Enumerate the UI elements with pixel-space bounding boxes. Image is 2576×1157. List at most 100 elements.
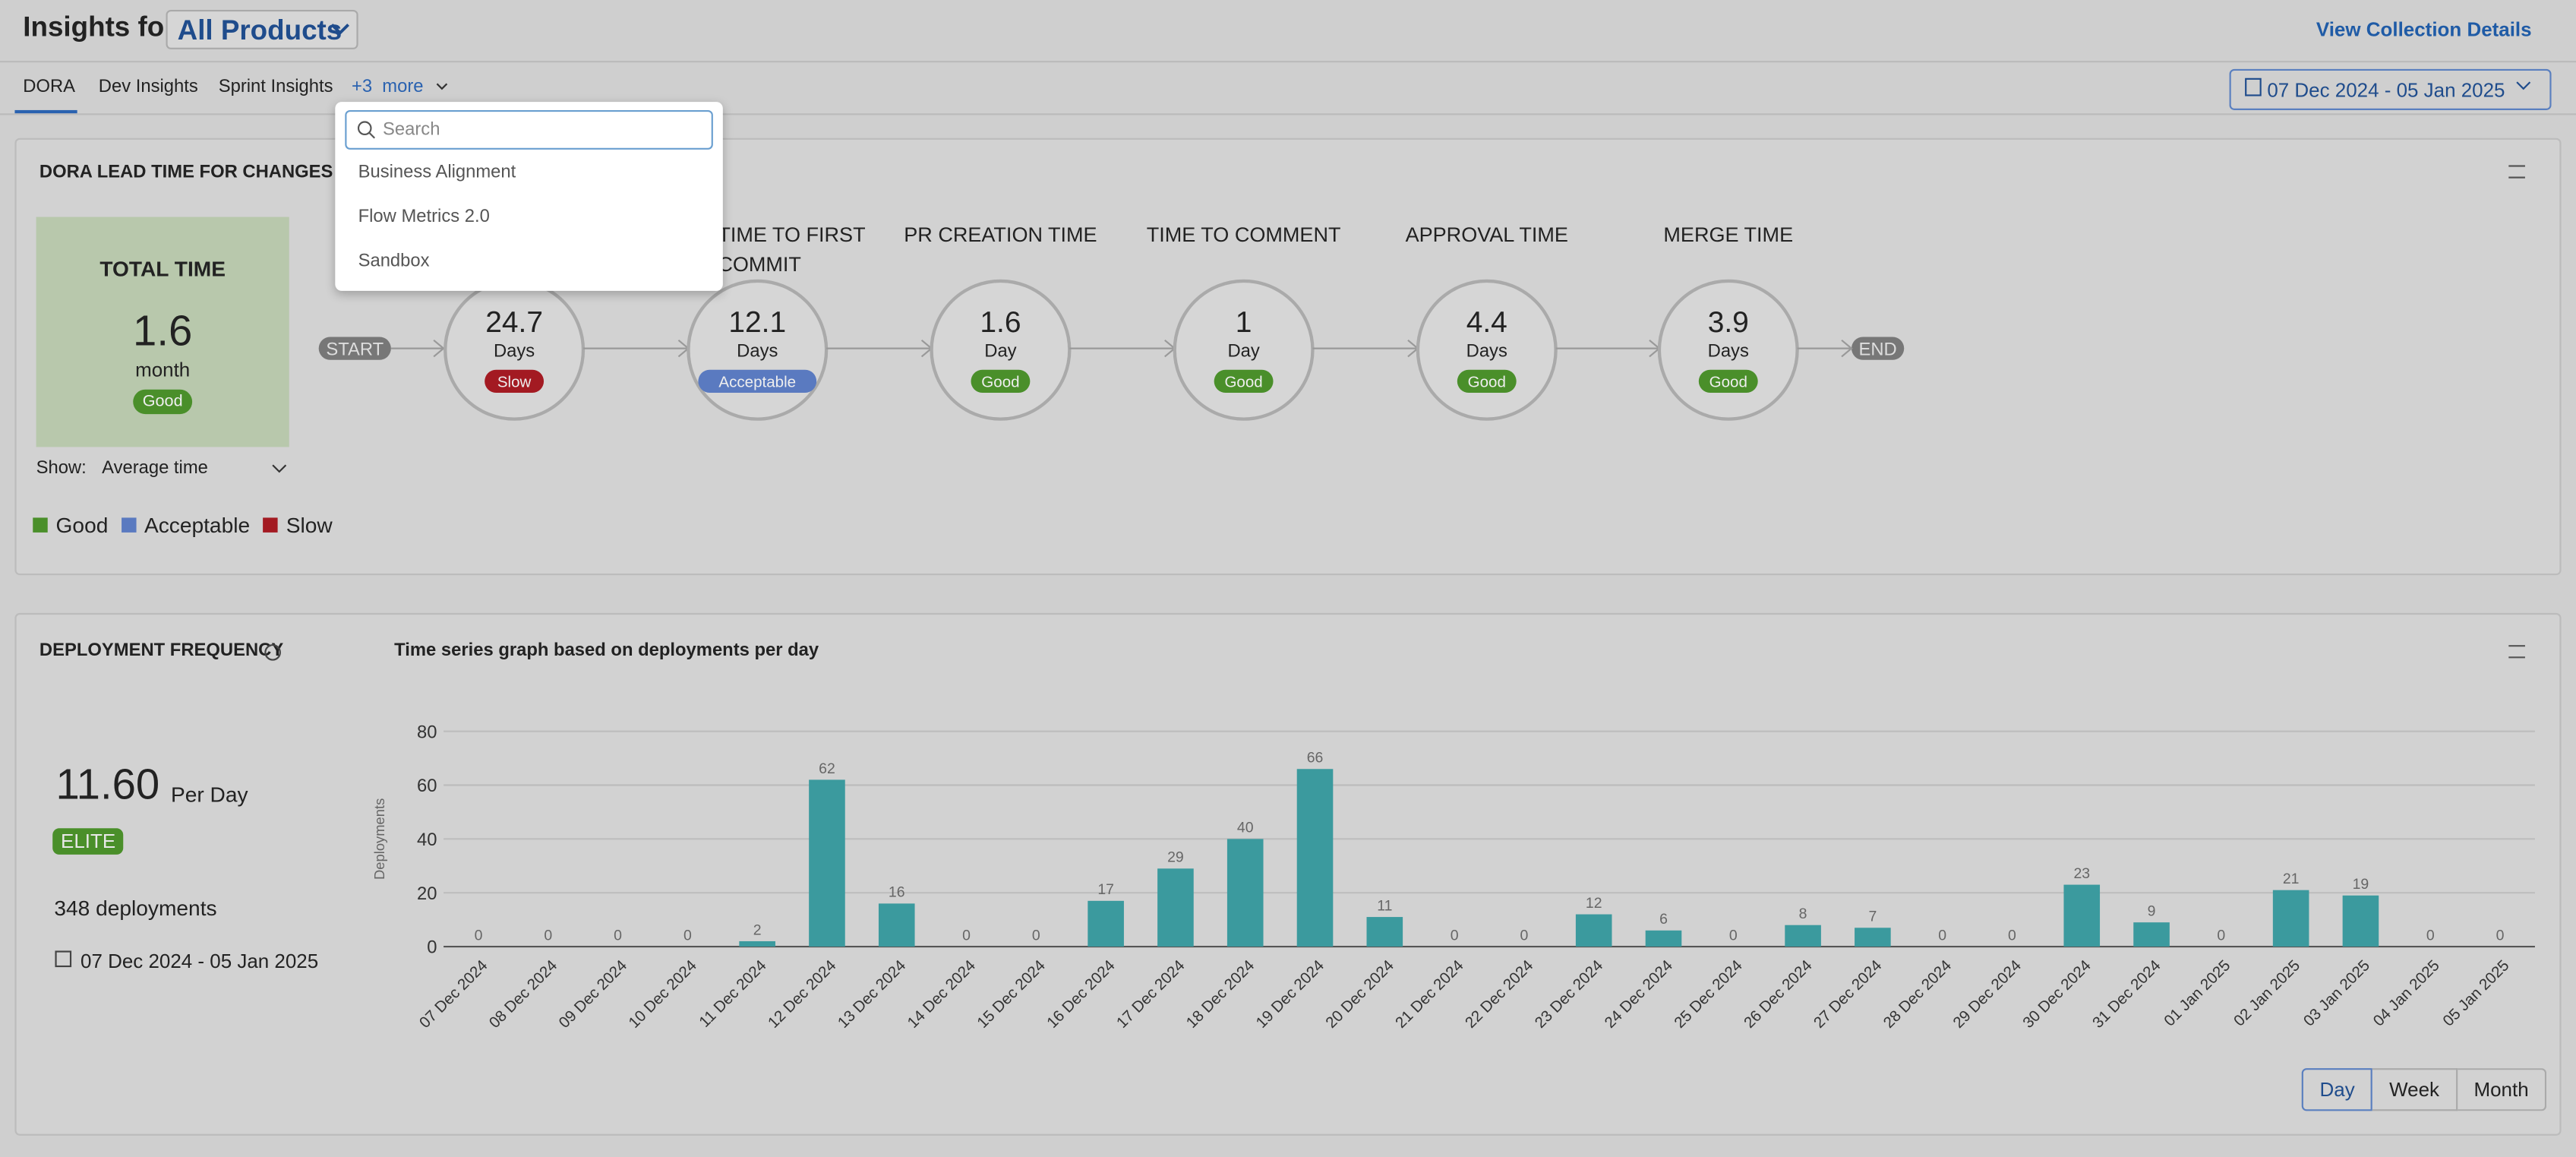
value-label: 2 xyxy=(753,921,762,938)
settings-icon xyxy=(2508,165,2525,179)
status-badge xyxy=(971,369,1031,394)
value-label: 0 xyxy=(1520,927,1528,944)
x-tick-label: 18 Dec 2024 xyxy=(1183,956,1258,1032)
calendar-icon xyxy=(2245,77,2262,96)
value-label: 0 xyxy=(2496,927,2505,944)
stage-unit: Day xyxy=(1227,340,1259,361)
search-placeholder: Search xyxy=(383,119,440,140)
legend-label: Slow xyxy=(286,512,333,538)
week-button[interactable]: Week xyxy=(2372,1068,2458,1111)
stage-value: 24.7 xyxy=(485,306,543,339)
x-tick-label: 04 Jan 2025 xyxy=(2370,956,2443,1029)
status-badge xyxy=(1698,369,1758,394)
stage-label: APPROVAL TIME xyxy=(1406,223,1568,246)
date-button[interactable]: 07 Dec 2024 - 05 Jan 2025 xyxy=(2229,68,2552,110)
stage-value: 12.1 xyxy=(728,306,786,339)
product-select[interactable]: All Products xyxy=(166,9,358,49)
status-badge xyxy=(698,369,817,394)
tab[interactable]: DORA xyxy=(23,77,76,97)
arrow xyxy=(1312,339,1419,358)
stage-label: TIME TO COMMENT xyxy=(1147,223,1341,246)
total-box: TOTAL TIME 1.6 month Good xyxy=(36,217,289,447)
stage-label: PR CREATION TIME xyxy=(904,223,1097,246)
stage-label: TIME TO FIRST COMMIT xyxy=(718,223,865,276)
day-button[interactable]: Day xyxy=(2301,1068,2373,1111)
value-label: 19 xyxy=(2353,876,2369,893)
x-tick-label: 02 Jan 2025 xyxy=(2230,956,2303,1029)
panel-title: DORA LEAD TIME FOR CHANGES REP xyxy=(39,163,375,183)
status-badge xyxy=(1214,369,1274,394)
bar xyxy=(739,940,775,947)
more-tab[interactable]: +3 more xyxy=(351,77,424,97)
stage-unit: Days xyxy=(494,340,535,361)
value-label: 0 xyxy=(962,927,971,944)
x-tick-label: 29 Dec 2024 xyxy=(1949,956,2025,1032)
status-badge xyxy=(1457,369,1517,394)
deployment-panel xyxy=(14,612,2562,1136)
dropdown: Search Business Alignment Flow Metrics 2… xyxy=(335,102,723,291)
x-tick-label: 08 Dec 2024 xyxy=(486,956,561,1032)
x-tick-label: 01 Jan 2025 xyxy=(2161,956,2233,1029)
value-label: 16 xyxy=(889,884,905,901)
arrow xyxy=(826,339,933,358)
value-label: 0 xyxy=(1938,927,1946,944)
dropdown-item[interactable]: Business Alignment xyxy=(358,163,516,183)
value-label: 62 xyxy=(819,760,835,777)
x-tick-label: 31 Dec 2024 xyxy=(2089,956,2164,1032)
x-tick-label: 07 Dec 2024 xyxy=(416,956,491,1032)
collection-link[interactable]: View Collection Details xyxy=(2316,17,2532,42)
dropdown-item[interactable]: Sandbox xyxy=(358,251,430,271)
bar xyxy=(2272,890,2309,947)
flow-pill xyxy=(1852,337,1905,360)
bar xyxy=(1296,769,1334,947)
month-button[interactable]: Month xyxy=(2457,1068,2547,1111)
bar xyxy=(809,779,845,947)
bar xyxy=(1366,917,1403,947)
value-label: 17 xyxy=(1097,881,1114,898)
calendar-icon xyxy=(55,950,72,968)
value-label: 12 xyxy=(1586,895,1602,912)
y-tick-label: 0 xyxy=(427,937,437,958)
date-range: 07 Dec 2024 - 05 Jan 2025 xyxy=(2267,78,2505,103)
stage-label: MERGE TIME xyxy=(1663,223,1793,246)
arrow xyxy=(582,339,690,358)
x-tick-label: 23 Dec 2024 xyxy=(1532,956,1607,1032)
chart-title: Time series graph based on deployments p… xyxy=(394,640,819,661)
search-box[interactable]: Search xyxy=(345,109,713,150)
deploy-unit: Per Day xyxy=(170,782,248,808)
x-tick-label: 03 Jan 2025 xyxy=(2300,956,2373,1029)
flow-pill-label: END xyxy=(1859,339,1897,359)
legend-label: Acceptable xyxy=(144,512,251,538)
x-tick-label: 16 Dec 2024 xyxy=(1043,956,1119,1032)
value-label: 66 xyxy=(1307,750,1324,767)
stage-value: 3.9 xyxy=(1708,306,1749,339)
tab[interactable]: Sprint Insights xyxy=(218,77,333,97)
value-label: 11 xyxy=(1377,897,1392,914)
x-tick-label: 28 Dec 2024 xyxy=(1880,956,1956,1032)
x-tick-label: 25 Dec 2024 xyxy=(1671,956,1746,1032)
value-label: 0 xyxy=(683,927,692,944)
value-label: 8 xyxy=(1799,906,1807,922)
value-label: 21 xyxy=(2283,871,2300,887)
tab[interactable]: Dev Insights xyxy=(98,77,198,97)
legend-item: Slow xyxy=(263,512,333,538)
stage-unit: Days xyxy=(1708,340,1749,361)
status-label: Slow xyxy=(497,373,532,390)
info-icon xyxy=(264,644,281,661)
legend-swatch xyxy=(33,517,48,533)
x-tick-label: 11 Dec 2024 xyxy=(696,956,770,1031)
show-value[interactable]: Average time xyxy=(102,458,208,479)
flow-pill-label: START xyxy=(326,339,384,359)
x-tick-label: 20 Dec 2024 xyxy=(1322,956,1397,1032)
value-label: 0 xyxy=(1032,927,1040,944)
divider xyxy=(0,113,2576,115)
legend-swatch xyxy=(263,517,278,533)
legend-label: Good xyxy=(55,512,109,538)
stage-unit: Day xyxy=(984,340,1016,361)
bar xyxy=(878,903,915,947)
dropdown-item[interactable]: Flow Metrics 2.0 xyxy=(358,207,490,227)
status-label: Good xyxy=(1468,373,1506,390)
x-tick-label: 14 Dec 2024 xyxy=(904,956,979,1032)
tab-underline xyxy=(14,109,77,114)
